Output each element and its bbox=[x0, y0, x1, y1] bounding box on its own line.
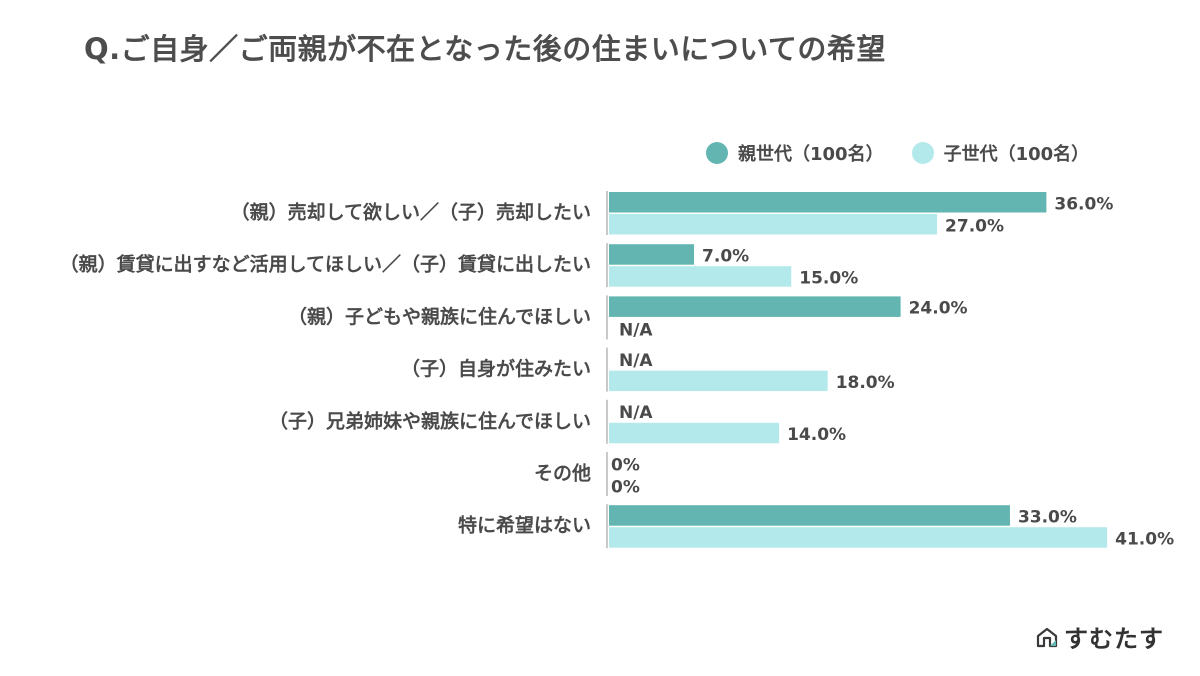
data-label-child: 15.0% bbox=[799, 268, 858, 288]
legend-item-parent: 親世代（100名） bbox=[706, 140, 884, 166]
category-label: （親）子どもや親族に住んでほしい bbox=[288, 305, 591, 328]
category-label: （親）売却して欲しい／（子）売却したい bbox=[231, 201, 591, 224]
legend-item-child: 子世代（100名） bbox=[911, 140, 1090, 166]
page-title: Q.ご自身／ご両親が不在となった後の住まいについての希望 bbox=[84, 32, 886, 66]
data-label-child: 27.0% bbox=[945, 216, 1004, 236]
bar-child bbox=[609, 527, 1108, 548]
bar-parent bbox=[609, 505, 1010, 526]
data-label-parent: N/A bbox=[619, 351, 653, 371]
data-label-parent: 36.0% bbox=[1054, 194, 1113, 214]
legend-swatch-parent bbox=[706, 142, 728, 164]
category-label: 特に希望はない bbox=[458, 514, 591, 537]
data-label-child: 0% bbox=[611, 477, 640, 497]
data-label-parent: 0% bbox=[611, 455, 640, 475]
data-label-child: 18.0% bbox=[836, 373, 895, 393]
category-label: その他 bbox=[534, 462, 591, 485]
legend-label-parent: 親世代（100名） bbox=[738, 144, 884, 165]
data-label-child: 41.0% bbox=[1115, 529, 1174, 549]
house-logo-icon bbox=[1036, 627, 1058, 647]
chart-legend: 親世代（100名） 子世代（100名） bbox=[706, 140, 1089, 166]
data-label-child: 14.0% bbox=[787, 425, 846, 445]
data-label-parent: 24.0% bbox=[909, 299, 968, 319]
brand-name: すむたす bbox=[1064, 625, 1164, 653]
legend-swatch-child bbox=[911, 142, 934, 164]
bar-child bbox=[609, 370, 828, 392]
data-label-parent: 7.0% bbox=[702, 246, 749, 266]
bar-child bbox=[609, 214, 938, 235]
legend-label-child: 子世代（100名） bbox=[943, 144, 1090, 165]
category-label: （子）兄弟姉妹や親族に住んでほしい bbox=[269, 409, 591, 432]
category-label: （親）賃貸に出すなど活用してほしい／（子）賃貸に出したい bbox=[60, 253, 591, 276]
bar-parent bbox=[609, 192, 1047, 213]
bar-child bbox=[609, 422, 780, 444]
bar-parent bbox=[609, 296, 901, 317]
data-label-parent: 33.0% bbox=[1018, 507, 1077, 527]
data-label-parent: N/A bbox=[619, 403, 653, 423]
brand-logo: すむたす bbox=[1036, 619, 1164, 654]
category-label: （子）自身が住みたい bbox=[401, 357, 591, 380]
data-label-child: N/A bbox=[619, 321, 653, 341]
bar-child bbox=[609, 266, 792, 287]
bar-parent bbox=[609, 244, 695, 265]
